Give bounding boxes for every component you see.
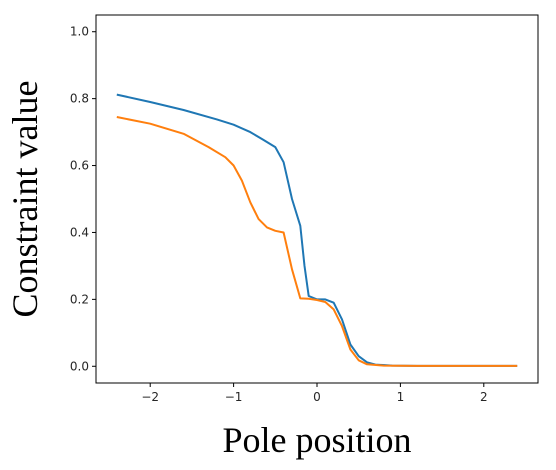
y-tick-label: 1.0: [70, 25, 89, 39]
series-line-2: [116, 116, 518, 367]
x-axis-label: Pole position: [222, 420, 411, 460]
x-tick-label: −1: [225, 390, 243, 404]
series-line-1: [116, 93, 518, 367]
y-tick-label: 0.2: [70, 292, 89, 306]
series-layer: [116, 93, 518, 367]
y-tick-label: 0.0: [70, 359, 89, 373]
y-tick-label: 0.4: [70, 225, 89, 239]
x-tick-label: 0: [313, 390, 321, 404]
y-tick-label: 0.8: [70, 92, 89, 106]
y-axis-label: Constraint value: [5, 81, 45, 318]
y-axis-ticks: 0.0 0.2 0.4 0.6 0.8 1.0: [70, 25, 96, 373]
plot-frame: [95, 14, 539, 384]
y-tick-label: 0.6: [70, 159, 89, 173]
x-axis-ticks: −2 −1 0 1 2: [141, 383, 488, 404]
x-tick-label: −2: [141, 390, 159, 404]
x-tick-label: 2: [480, 390, 488, 404]
x-tick-label: 1: [397, 390, 405, 404]
